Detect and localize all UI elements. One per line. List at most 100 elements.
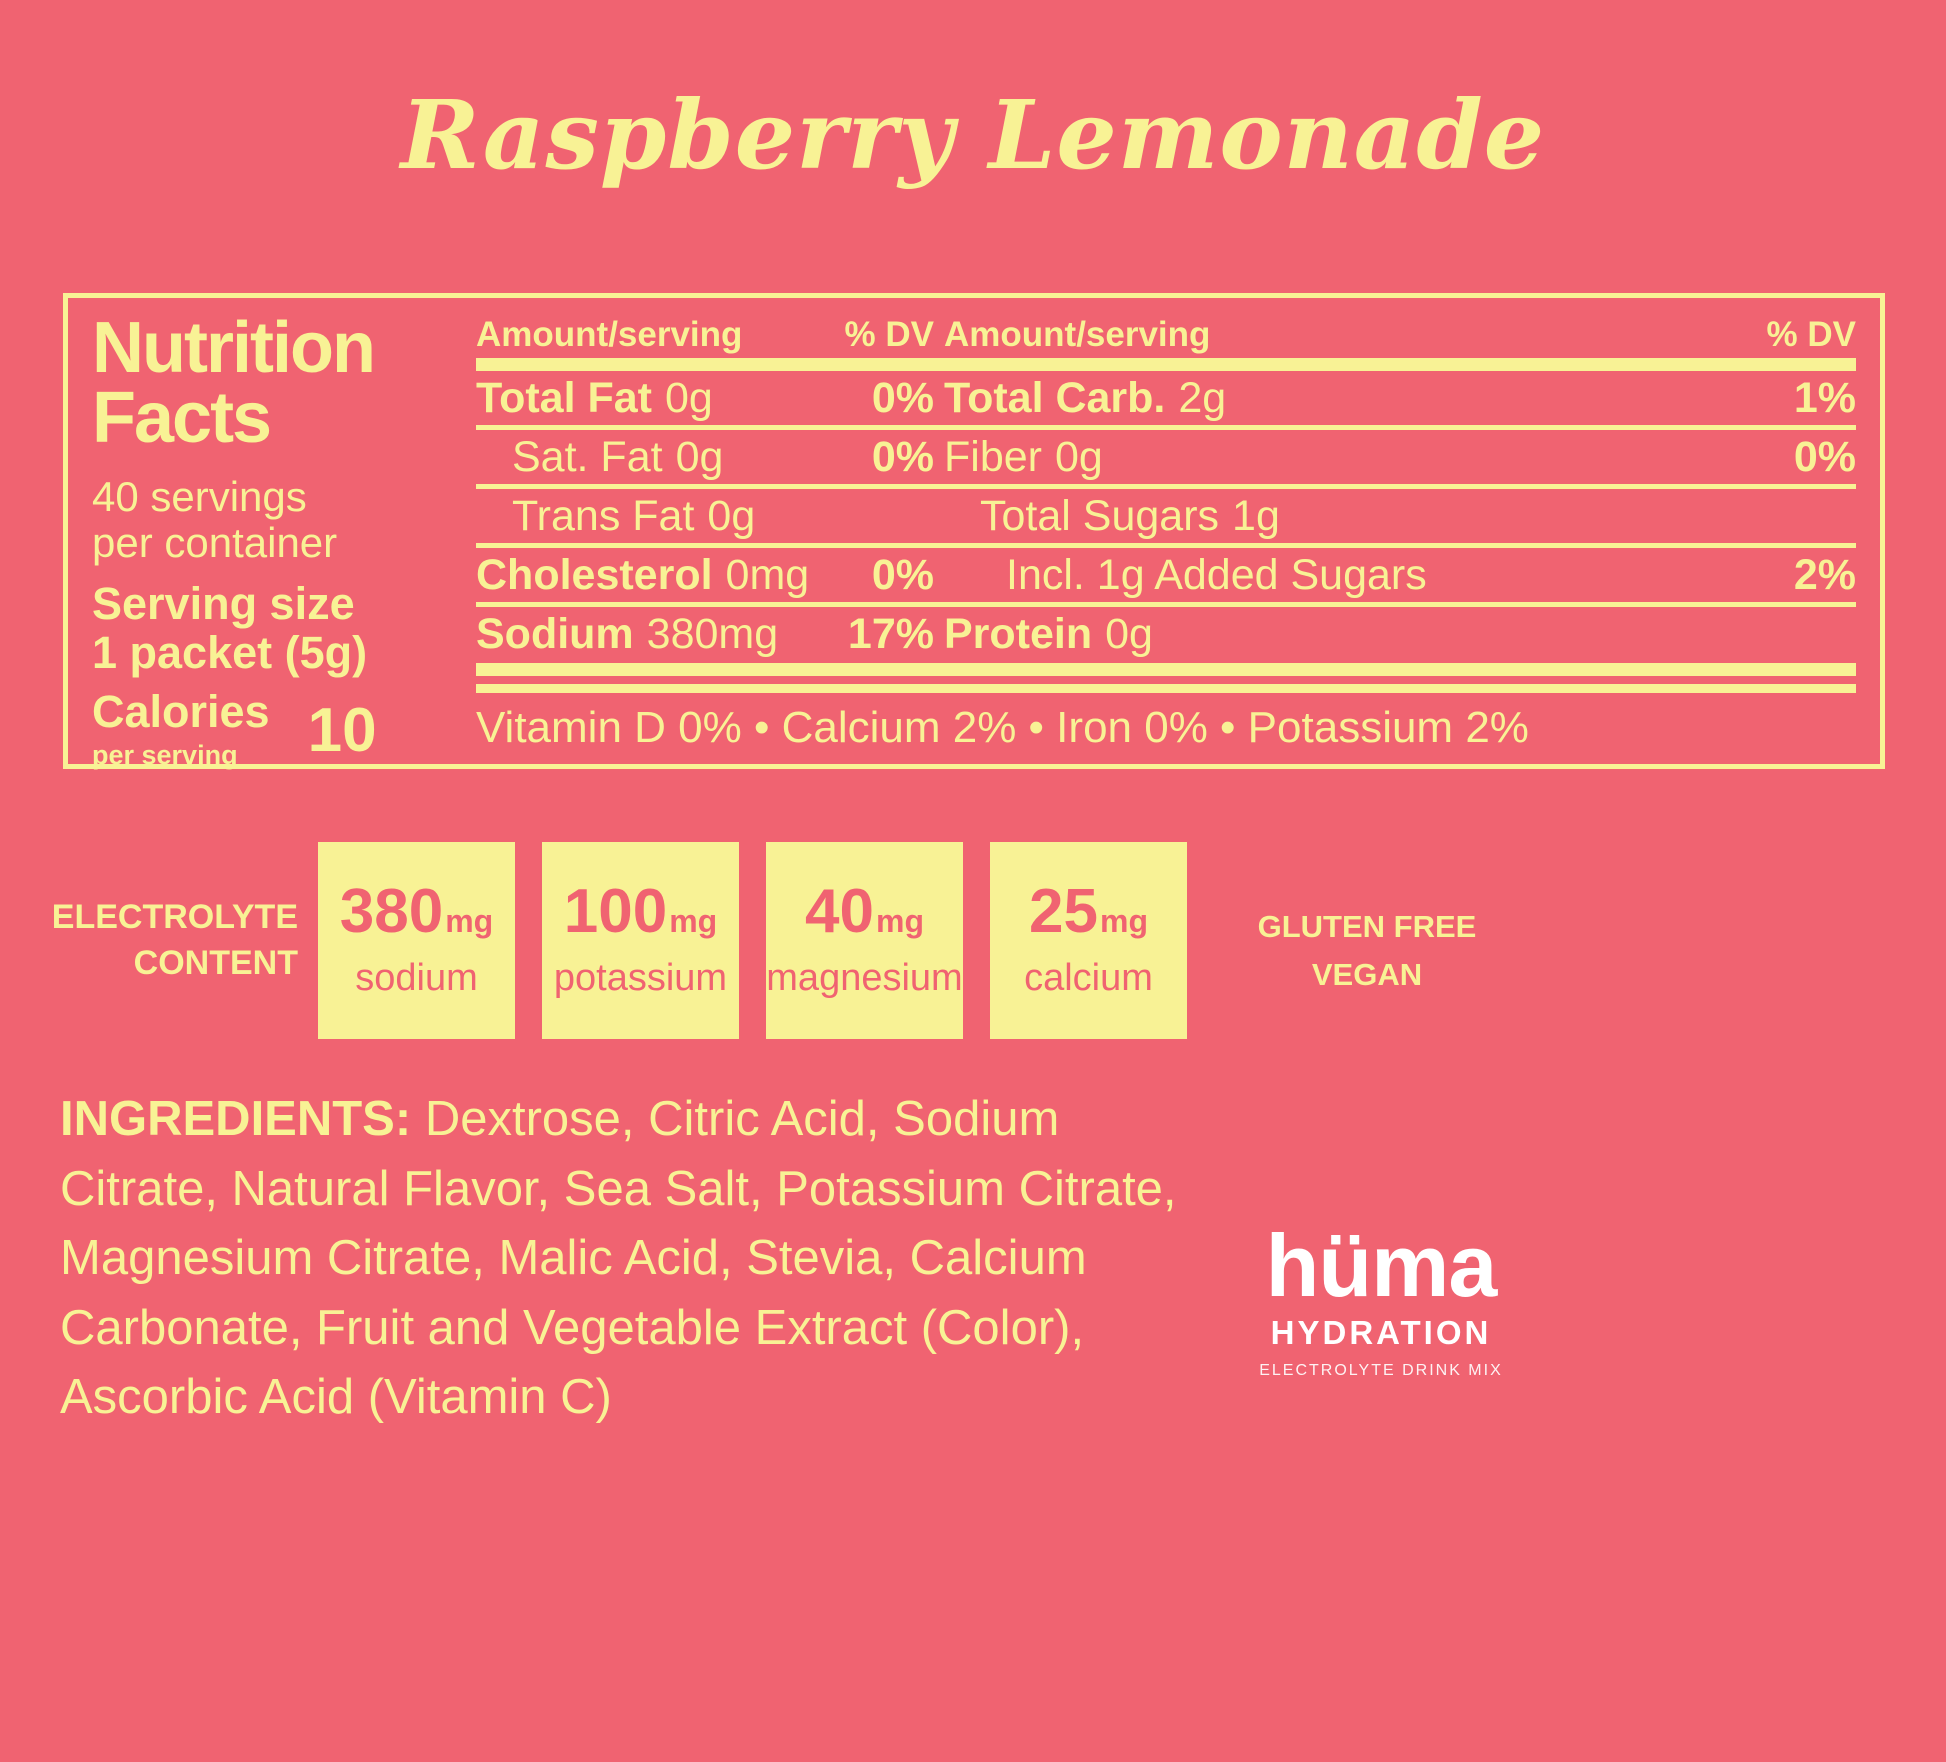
table-row-cholesterol-addedsugars: Cholesterol 0mg 0% Incl. 1g Added Sugars … <box>476 548 1856 602</box>
flavor-title: Raspberry Lemonade <box>400 80 1546 191</box>
electrolyte-box-potassium: 100 mg potassium <box>542 842 739 1039</box>
nutrient-amount: 1g <box>1232 491 1280 540</box>
badge-vegan: VEGAN <box>1311 957 1423 993</box>
electrolyte-value: 380 <box>339 877 444 946</box>
ingredients-label: INGREDIENTS: <box>60 1092 412 1146</box>
electrolyte-unit: mg <box>669 903 718 939</box>
nutrient-dv: 0% <box>871 373 934 422</box>
micronutrients-line: Vitamin D 0% • Calcium 2% • Iron 0% • Po… <box>476 703 1529 752</box>
electrolyte-amount: 25 mg <box>1029 881 1148 943</box>
electrolyte-boxes: 380 mg sodium 100 mg potassium 40 mg mag… <box>318 842 1187 1039</box>
nutrient-name: Sat. Fat <box>512 432 663 481</box>
brand-subtitle: HYDRATION <box>1270 1314 1492 1351</box>
electrolyte-amount: 380 mg <box>340 881 493 943</box>
nutrient-name: Total Fat <box>476 373 652 422</box>
nutrient-amount: 0g <box>1105 609 1153 658</box>
electrolyte-content-label: ELECTROLYTE CONTENT <box>48 895 298 987</box>
table-row-fat-carb: Total Fat 0g 0% Total Carb. 2g 1% <box>476 371 1856 425</box>
electrolyte-amount: 100 mg <box>564 881 717 943</box>
calories-block: Calories per serving 10 <box>92 689 470 771</box>
electrolyte-label-line2: CONTENT <box>133 943 298 982</box>
nutrient-name: Cholesterol <box>476 550 713 599</box>
nutrient-dv: 17% <box>847 609 934 658</box>
nutrient-name: Trans Fat <box>512 491 695 540</box>
cell: Total Carb. 2g <box>934 374 1738 423</box>
electrolyte-box-sodium: 380 mg sodium <box>318 842 515 1039</box>
divider <box>476 358 1856 371</box>
nutrient-amount: 380mg <box>646 609 779 658</box>
electrolyte-label-line1: ELECTROLYTE <box>51 898 298 936</box>
cell: Total Fat 0g <box>476 374 826 423</box>
nutrient-amount: 0g <box>707 491 756 540</box>
badge-gluten-free: GLUTEN FREE <box>1257 909 1477 944</box>
divider <box>476 425 1856 430</box>
nutrient-name: Total Carb. <box>944 373 1166 422</box>
electrolyte-name: magnesium <box>766 957 963 999</box>
dietary-badges: GLUTEN FREE VEGAN <box>1247 903 1487 999</box>
electrolyte-value: 25 <box>1029 877 1098 946</box>
electrolyte-name: calcium <box>1024 957 1153 999</box>
divider-thick <box>476 663 1856 676</box>
servings-line1: 40 servings <box>92 472 307 520</box>
nutrient-amount: 2g <box>1178 373 1227 422</box>
nutrition-facts-panel: Nutrition Facts 40 servings per containe… <box>63 293 1885 770</box>
electrolyte-amount: 40 mg <box>805 881 924 943</box>
nutrient-dv: 0% <box>871 550 934 599</box>
electrolyte-box-calcium: 25 mg calcium <box>990 842 1187 1039</box>
serving-size-value: 1 packet (5g) <box>92 626 368 678</box>
nutrient-name: Protein <box>944 609 1093 658</box>
electrolyte-unit: mg <box>875 903 924 939</box>
brand-tagline: ELECTROLYTE DRINK MIX <box>1259 1362 1503 1379</box>
nutrient-dv: 0% <box>871 432 934 481</box>
table-row-sodium-protein: Sodium 380mg 17% Protein 0g <box>476 607 1856 661</box>
nutrient-amount: 0g <box>664 373 713 422</box>
header-amount-left: Amount/serving <box>476 315 743 354</box>
divider <box>476 543 1856 548</box>
cell: Incl. 1g Added Sugars <box>934 551 1738 600</box>
cell: Cholesterol 0mg <box>476 551 826 600</box>
cell: Protein 0g <box>934 610 1738 659</box>
electrolyte-unit: mg <box>445 903 494 939</box>
nutrient-dv: 2% <box>1793 550 1856 599</box>
cell: Sat. Fat 0g <box>476 433 826 482</box>
header-dv-right: % DV <box>1766 315 1856 354</box>
nutrient-dv: 1% <box>1793 373 1856 422</box>
servings-line2: per container <box>92 518 338 566</box>
brand-logo: hüma HYDRATION ELECTROLYTE DRINK MIX <box>1248 1222 1514 1380</box>
nutrient-name: Incl. 1g Added Sugars <box>1006 550 1427 599</box>
calories-sublabel: per serving <box>92 740 238 771</box>
nutrient-amount: 0g <box>1054 432 1103 481</box>
nutrient-name: Sodium <box>476 609 634 658</box>
table-row-satfat-fiber: Sat. Fat 0g 0% Fiber 0g 0% <box>476 430 1856 484</box>
ingredients: INGREDIENTS: Dextrose, Citric Acid, Sodi… <box>60 1085 1185 1433</box>
nutrition-facts-summary: Nutrition Facts 40 servings per containe… <box>68 298 470 770</box>
cell: Sodium 380mg <box>476 610 826 659</box>
ingredients-list: Dextrose, Citric Acid, Sodium Citrate, N… <box>60 1092 1177 1425</box>
servings-per-container: 40 servings per container <box>92 472 470 566</box>
nutrient-amount: 0g <box>675 432 724 481</box>
header-amount-right: Amount/serving <box>944 315 1211 354</box>
nutrient-dv: 0% <box>1793 432 1856 481</box>
table-header-row: Amount/serving % DV Amount/serving % DV <box>476 312 1856 358</box>
cell: Total Sugars 1g <box>934 492 1738 541</box>
brand-name: hüma <box>1265 1216 1498 1315</box>
calories-value: 10 <box>307 695 377 765</box>
cell: Trans Fat 0g <box>476 492 826 541</box>
table-row-transfat-sugars: Trans Fat 0g Total Sugars 1g <box>476 489 1856 543</box>
nutrient-name: Fiber <box>944 432 1042 481</box>
calories-label: Calories <box>92 686 270 738</box>
electrolyte-unit: mg <box>1099 903 1148 939</box>
serving-size: Serving size 1 packet (5g) <box>92 578 470 678</box>
divider-thick <box>476 684 1856 693</box>
electrolyte-name: sodium <box>355 957 478 999</box>
nutrient-name: Total Sugars <box>980 491 1220 540</box>
electrolyte-value: 40 <box>805 877 874 946</box>
divider <box>476 484 1856 489</box>
calories-labels: Calories per serving <box>92 689 270 771</box>
nutrition-facts-table: Amount/serving % DV Amount/serving % DV … <box>470 298 1880 764</box>
nutrition-heading-line1: Nutrition <box>92 308 376 388</box>
serving-size-label: Serving size <box>92 578 355 630</box>
nutrient-amount: 0mg <box>725 550 810 599</box>
cell: Fiber 0g <box>934 433 1738 482</box>
nutrition-facts-heading: Nutrition Facts <box>92 308 470 454</box>
